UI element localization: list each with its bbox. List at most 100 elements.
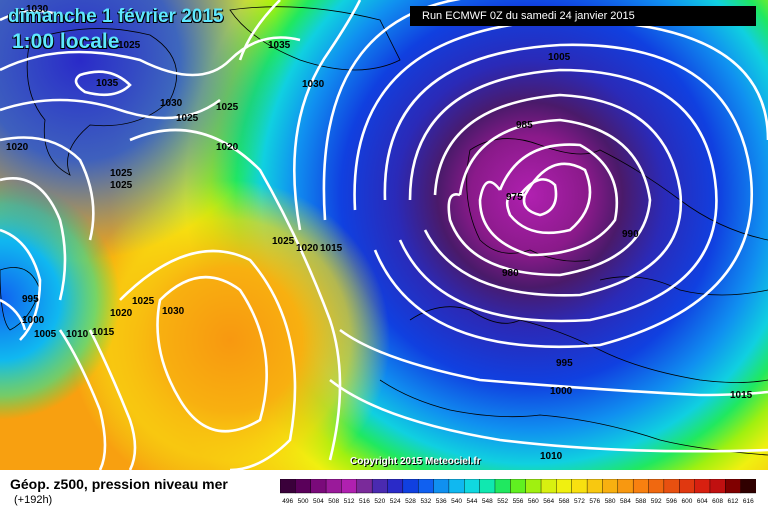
legend-value: 536	[436, 498, 447, 505]
legend-swatch	[448, 479, 465, 494]
legend-value: 496	[282, 498, 293, 505]
legend-value: 604	[697, 498, 708, 505]
legend-swatch	[510, 479, 527, 494]
isobar-label: 1025	[216, 102, 239, 113]
copyright-text: Copyright 2015 Meteociel.fr	[350, 456, 481, 467]
legend-swatch	[387, 479, 404, 494]
legend-value: 544	[467, 498, 478, 505]
isobar-label: 1030	[160, 98, 183, 109]
legend-value: 500	[298, 498, 309, 505]
coastlines	[0, 6, 768, 456]
isobar-label: 1020	[6, 142, 29, 153]
isobar-label: 1025	[118, 40, 141, 51]
legend-panel: Géop. z500, pression niveau mer (+192h) …	[0, 470, 768, 512]
isobar-label: 1030	[302, 79, 325, 90]
legend-swatch	[740, 479, 756, 494]
legend-value: 556	[513, 498, 524, 505]
legend-swatch	[679, 479, 696, 494]
isobar-label: 1000	[22, 315, 45, 326]
legend-swatch	[402, 479, 419, 494]
legend-value: 600	[681, 498, 692, 505]
legend-swatch	[417, 479, 435, 494]
isobar-label: 1005	[34, 329, 57, 340]
isobar-label: 980	[502, 268, 519, 279]
legend-swatch	[602, 479, 619, 494]
isobar-label: 995	[22, 294, 39, 305]
legend-value: 524	[390, 498, 401, 505]
legend-value: 552	[497, 498, 508, 505]
isobar-label: 1025	[110, 180, 133, 191]
legend-value: 612	[728, 498, 739, 505]
legend-swatch	[694, 479, 711, 494]
valid-time: 1:00 locale	[12, 30, 120, 53]
legend-value: 520	[374, 498, 385, 505]
legend-value: 592	[651, 498, 662, 505]
legend-value: 568	[559, 498, 570, 505]
legend-value: 596	[666, 498, 677, 505]
legend-swatch	[494, 479, 511, 494]
legend-swatch	[540, 479, 557, 494]
legend-value: 540	[451, 498, 462, 505]
legend-swatch	[586, 479, 603, 494]
legend-value: 532	[420, 498, 431, 505]
legend-value: 508	[328, 498, 339, 505]
legend-swatch	[371, 479, 388, 494]
legend-value: 516	[359, 498, 370, 505]
legend-swatch	[663, 479, 680, 494]
legend-value: 564	[543, 498, 554, 505]
legend-value: 528	[405, 498, 416, 505]
isobar-label: 995	[556, 358, 573, 369]
isobar-label: 985	[516, 120, 533, 131]
legend-swatch	[617, 479, 634, 494]
legend-swatch	[295, 479, 312, 494]
isobar-label: 1025	[132, 296, 155, 307]
legend-value: 616	[743, 498, 754, 505]
isobar-labels: 1030 1035 1030 1025 1035 1030 1025 1025 …	[6, 4, 753, 462]
legend-value: 580	[605, 498, 616, 505]
legend-value: 560	[528, 498, 539, 505]
color-scale-legend: 496 500 504 508 512 516 520 524 528 532 536 540 544 5…	[280, 479, 756, 505]
isobar-label: 1005	[548, 52, 571, 63]
isobar-label: 1015	[320, 243, 343, 254]
legend-swatch	[632, 479, 650, 494]
isobar-label: 1020	[296, 243, 319, 254]
legend-swatch	[325, 479, 342, 494]
legend-value: 504	[313, 498, 324, 505]
legend-swatch	[464, 479, 481, 494]
legend-value: 512	[344, 498, 355, 505]
legend-swatch	[709, 479, 726, 494]
isobar-label: 1000	[550, 386, 573, 397]
isobar-label: 1030	[26, 4, 49, 15]
legend-swatch	[310, 479, 327, 494]
legend-swatch	[280, 479, 296, 494]
legend-swatch	[341, 479, 358, 494]
north-west-field	[0, 0, 768, 470]
legend-swatch	[356, 479, 373, 494]
legend-value: 588	[635, 498, 646, 505]
legend-value: 548	[482, 498, 493, 505]
legend-swatch	[525, 479, 542, 494]
legend-value: 576	[589, 498, 600, 505]
isobar-label: 1010	[66, 329, 89, 340]
legend-value: 584	[620, 498, 631, 505]
isobar-label: 1020	[216, 142, 239, 153]
isobar-label: 1025	[176, 113, 199, 124]
isobar-label: 1025	[272, 236, 295, 247]
isobar-label: 1035	[268, 40, 291, 51]
legend-value: 608	[712, 498, 723, 505]
isobar-label: 1010	[540, 451, 563, 462]
legend-swatch	[725, 479, 742, 494]
legend-swatch	[479, 479, 496, 494]
legend-swatch	[556, 479, 573, 494]
forecast-step: (+192h)	[14, 494, 53, 506]
legend-swatch	[648, 479, 665, 494]
isobar-label: 1025	[110, 168, 133, 179]
isobar-label: 1020	[110, 308, 133, 319]
weather-map: 1030 1035 1030 1025 1035 1030 1025 1025 …	[0, 0, 768, 470]
isobar-label: 1035	[96, 78, 119, 89]
valid-date: dimanche 1 février 2015	[8, 6, 224, 27]
isobar-label: 1015	[730, 390, 753, 401]
model-run-label: Run ECMWF 0Z du samedi 24 janvier 2015	[410, 6, 756, 26]
legend-swatch	[433, 479, 450, 494]
